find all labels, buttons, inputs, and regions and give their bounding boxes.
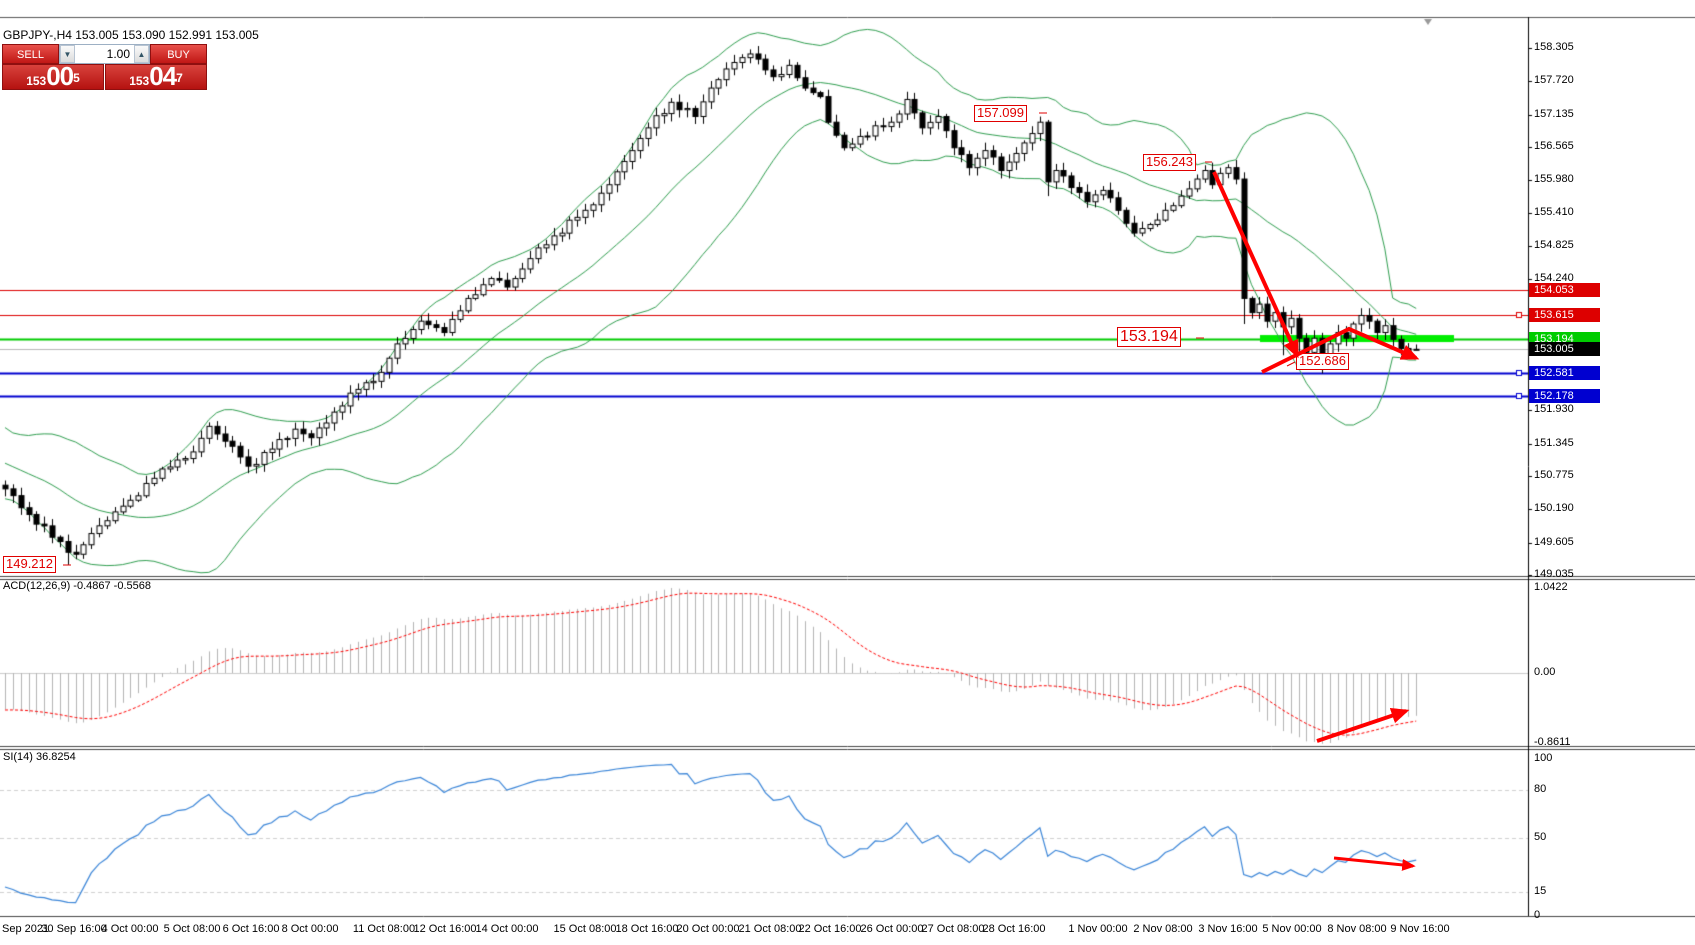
volume-down-button[interactable]: ▼ [60, 45, 75, 63]
price-axis-tick: 157.720 [1534, 74, 1574, 87]
date-label: 21 Oct 08:00 [738, 923, 802, 935]
macd-axis-zero: 0.00 [1534, 666, 1556, 678]
price-axis-tick: 150.190 [1534, 502, 1574, 515]
date-label: 15 Oct 08:00 [553, 923, 617, 935]
sell-price-big: 00 [46, 61, 74, 91]
date-label: 9 Nov 16:00 [1390, 923, 1450, 935]
rsi-axis-0: 0 [1534, 909, 1541, 921]
annotation-box[interactable]: 157.099 [974, 105, 1027, 122]
price-axis-badge: 154.053 [1529, 282, 1600, 297]
macd-axis-min: -0.8611 [1534, 736, 1571, 748]
buy-price-big: 04 [149, 61, 177, 91]
rsi-axis-15: 15 [1534, 885, 1547, 898]
date-label: Sep 2021 [2, 923, 50, 935]
rsi-axis-100: 100 [1534, 752, 1553, 764]
volume-value[interactable]: 1.00 [106, 47, 130, 61]
one-click-trade-panel: SELL ▼ 1.00 ▲ BUY 153 00 5 153 04 7 [2, 44, 208, 91]
price-axis-tick: 158.305 [1534, 41, 1574, 53]
sell-price-small: 153 [26, 74, 47, 88]
rsi-axis-80: 80 [1534, 783, 1547, 796]
date-label: 26 Oct 00:00 [860, 923, 924, 935]
price-axis-tick: 149.605 [1534, 535, 1574, 548]
macd-label: ACD(12,26,9) -0.4867 -0.5568 [3, 580, 151, 592]
price-axis-tick: 155.980 [1534, 173, 1574, 186]
annotation-box[interactable]: 152.686 [1296, 353, 1349, 370]
price-axis-tick: 156.565 [1534, 139, 1574, 152]
date-label: 30 Sep 16:00 [41, 923, 107, 935]
ohlc-header: GBPJPY-,H4 153.005 153.090 152.991 153.0… [3, 28, 259, 42]
date-label: 8 Nov 08:00 [1327, 923, 1387, 935]
date-label: 28 Oct 16:00 [982, 923, 1046, 935]
price-axis-tick: 157.135 [1534, 107, 1574, 120]
date-label: 22 Oct 16:00 [798, 923, 862, 935]
date-label: 8 Oct 00:00 [281, 923, 339, 935]
annotation-box[interactable]: 153.194 [1117, 327, 1181, 348]
price-axis-tick: 149.035 [1534, 567, 1574, 580]
date-label: 4 Oct 00:00 [101, 923, 159, 935]
date-label: 5 Oct 08:00 [163, 923, 221, 935]
buy-price-display[interactable]: 153 04 7 [105, 61, 208, 91]
buy-price-small: 153 [129, 74, 150, 88]
date-label: 27 Oct 08:00 [921, 923, 985, 935]
rsi-label: SI(14) 36.8254 [3, 751, 76, 763]
price-axis-badge: 152.581 [1529, 366, 1600, 381]
date-label: 20 Oct 00:00 [676, 923, 740, 935]
sell-price-display[interactable]: 153 00 5 [2, 61, 105, 91]
price-axis-tick: 151.345 [1534, 436, 1574, 449]
price-axis-tick: 154.240 [1534, 272, 1574, 285]
price-axis-tick: 154.825 [1534, 238, 1574, 251]
sell-button[interactable]: SELL [2, 44, 59, 64]
volume-stepper: ▼ 1.00 ▲ [59, 44, 150, 64]
price-axis-badge: 153.615 [1529, 307, 1600, 322]
price-axis-tick: 151.930 [1534, 403, 1574, 416]
price-axis-badge: 153.005 [1529, 342, 1600, 357]
sell-price-sup: 5 [73, 71, 80, 85]
volume-up-button[interactable]: ▲ [134, 45, 149, 63]
buy-button[interactable]: BUY [150, 44, 207, 64]
annotation-box[interactable]: 156.243 [1143, 154, 1196, 171]
rsi-axis-50: 50 [1534, 830, 1547, 843]
macd-axis-max: 1.0422 [1534, 580, 1568, 593]
price-axis-tick: 150.775 [1534, 469, 1574, 482]
date-label: 3 Nov 16:00 [1198, 923, 1258, 935]
date-label: 5 Nov 00:00 [1262, 923, 1322, 935]
price-axis-tick: 155.410 [1534, 205, 1574, 218]
date-label: 18 Oct 16:00 [615, 923, 679, 935]
date-label: 11 Oct 08:00 [352, 923, 416, 935]
date-label: 2 Nov 08:00 [1133, 923, 1193, 935]
annotation-box[interactable]: 149.212 [3, 556, 56, 573]
date-label: 1 Nov 00:00 [1068, 923, 1128, 935]
price-axis-badge: 152.178 [1529, 389, 1600, 404]
date-label: 14 Oct 00:00 [475, 923, 539, 935]
buy-price-sup: 7 [176, 71, 183, 85]
price-axis-badge: 153.194 [1529, 331, 1600, 346]
date-label: 12 Oct 16:00 [413, 923, 477, 935]
date-label: 6 Oct 16:00 [222, 923, 280, 935]
